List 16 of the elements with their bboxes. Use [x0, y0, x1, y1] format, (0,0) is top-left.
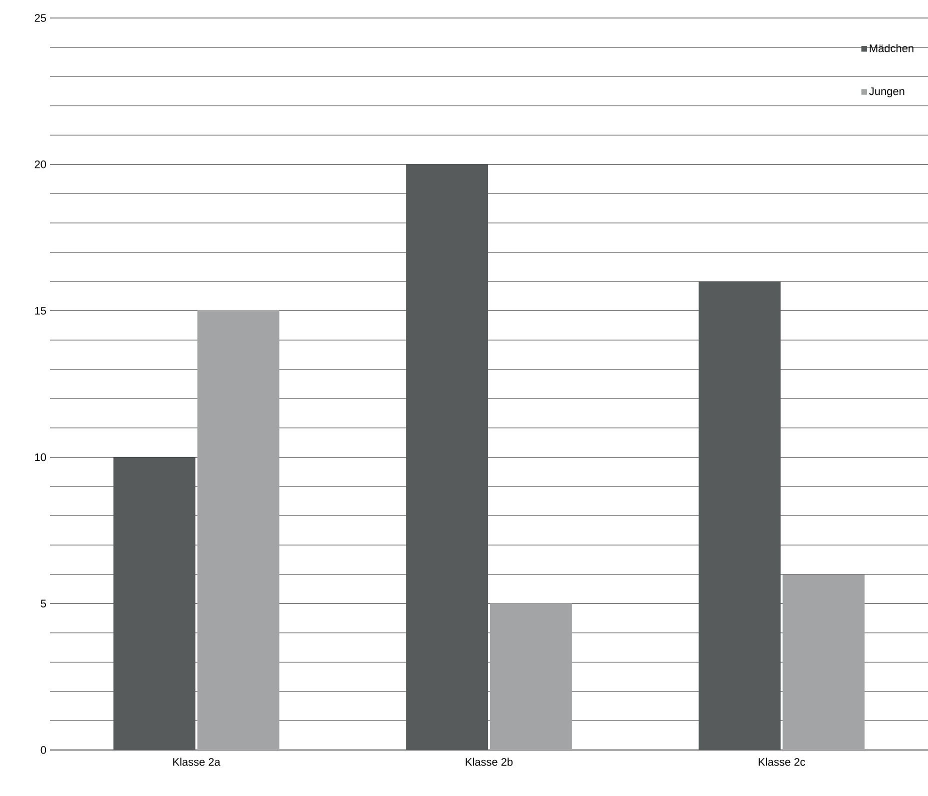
- x-tick-label: Klasse 2b: [466, 758, 513, 766]
- bar: [490, 604, 572, 750]
- bar: [782, 574, 865, 750]
- x-tick-label: Klasse 2a: [173, 758, 220, 766]
- y-tick-label: 20: [34, 160, 46, 168]
- bar: [406, 164, 488, 750]
- y-tick-label: 10: [35, 453, 46, 462]
- legend-label: Jungen: [869, 87, 904, 98]
- bar: [113, 457, 196, 750]
- bar: [698, 282, 781, 750]
- y-tick-label: 25: [34, 14, 46, 22]
- y-tick-label: 15: [35, 306, 46, 315]
- x-tick-label: Klasse 2c: [758, 758, 806, 766]
- bar: [197, 310, 280, 750]
- y-tick-label: 0: [40, 746, 46, 754]
- y-tick-label: 5: [40, 600, 46, 608]
